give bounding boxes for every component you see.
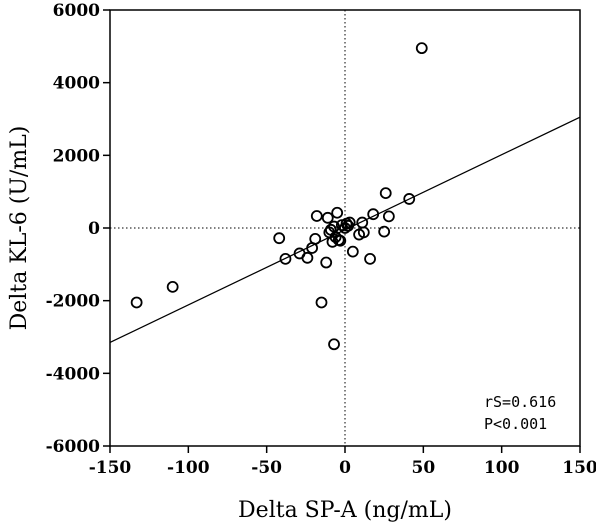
data-point-3 — [273, 232, 286, 245]
y-tick-label: 4000 — [53, 74, 100, 94]
y-axis-ticks: -6000 -4000 -2000 0 2000 4000 6000 — [46, 1, 110, 457]
x-tick-label: -50 — [251, 458, 282, 478]
x-tick-label: 100 — [484, 458, 520, 478]
p-value-annotation: P<0.001 — [484, 415, 547, 433]
x-axis-ticks: -150 -100 -50 0 50 100 150 — [89, 446, 596, 478]
data-point-30 — [357, 226, 370, 239]
data-point-32 — [367, 208, 380, 221]
data-point-36 — [403, 193, 416, 205]
y-tick-label: 6000 — [53, 1, 100, 21]
data-point-19 — [331, 206, 344, 219]
data-point-34 — [379, 187, 392, 200]
x-tick-label: -100 — [167, 458, 210, 478]
x-axis-title: Delta SP-A (ng/mL) — [238, 498, 452, 523]
y-tick-label: -4000 — [46, 364, 101, 384]
data-point-4 — [279, 252, 292, 265]
data-points — [130, 42, 428, 351]
data-point-26 — [343, 216, 356, 229]
y-tick-label: -6000 — [46, 437, 101, 457]
data-point-21 — [334, 234, 347, 247]
data-point-11 — [320, 256, 333, 269]
data-point-8 — [309, 232, 322, 245]
data-point-33 — [378, 225, 391, 238]
y-tick-label: 2000 — [53, 146, 100, 166]
data-point-35 — [382, 210, 395, 223]
y-axis-title: Delta KL-6 (U/mL) — [7, 126, 32, 331]
data-point-31 — [364, 252, 376, 265]
data-point-17 — [328, 338, 340, 351]
data-point-6 — [301, 251, 314, 264]
y-tick-label: -2000 — [46, 292, 101, 312]
x-tick-label: 0 — [339, 458, 351, 478]
data-point-1 — [130, 296, 143, 309]
data-point-2 — [166, 280, 179, 293]
data-point-0 — [415, 42, 428, 55]
correlation-annotation: rS=0.616 — [484, 393, 556, 411]
data-point-9 — [310, 210, 323, 222]
data-point-27 — [346, 245, 359, 258]
x-tick-label: 150 — [562, 458, 596, 478]
data-point-10 — [315, 296, 328, 309]
x-tick-label: 50 — [411, 458, 435, 478]
y-tick-label: 0 — [88, 219, 100, 239]
data-point-12 — [321, 211, 334, 224]
x-tick-label: -150 — [89, 458, 132, 478]
zero-reference-lines — [110, 10, 580, 446]
